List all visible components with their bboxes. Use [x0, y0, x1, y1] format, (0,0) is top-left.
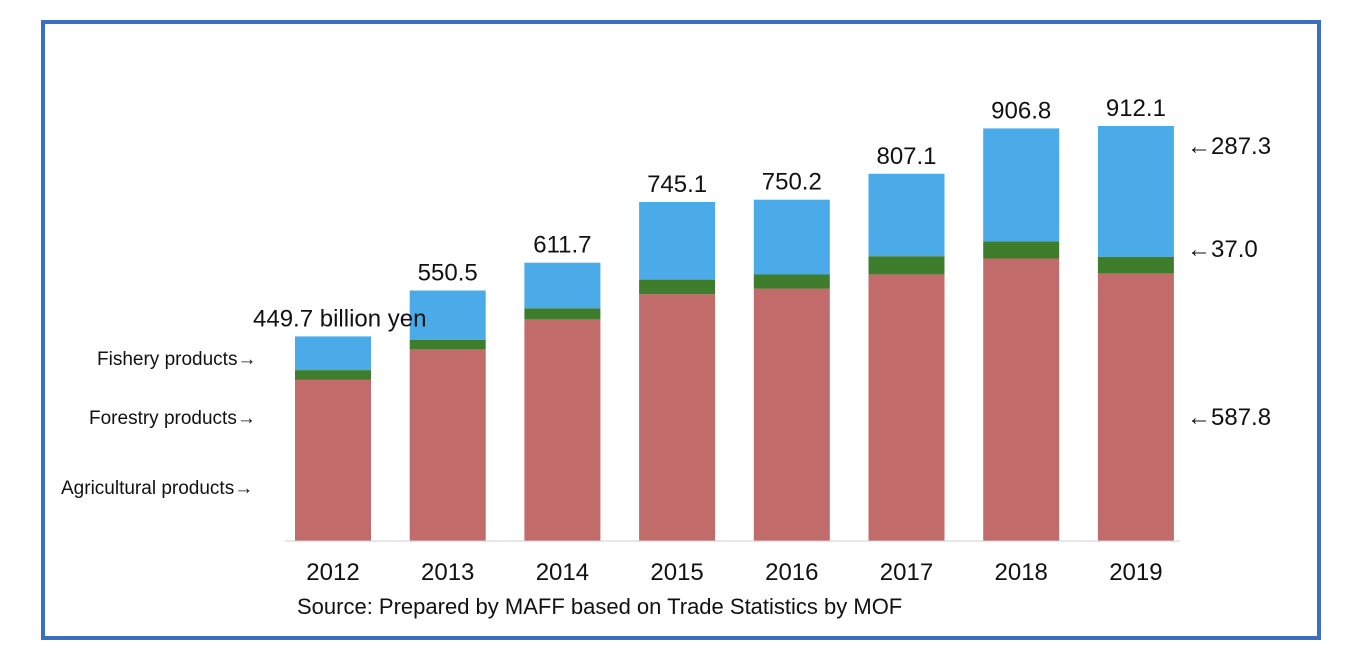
x-tick-label-2019: 2019: [1109, 559, 1162, 586]
bar-agricultural-products-2016: [753, 288, 830, 541]
annotation-forestry-2019: ←37.0: [1187, 236, 1258, 263]
bar-agricultural-products-2017: [868, 274, 945, 541]
bar-fishery-products-2016: [753, 199, 830, 275]
bar-agricultural-products-2019: [1097, 273, 1174, 541]
x-tick-label-2012: 2012: [306, 559, 359, 586]
bar-fishery-products-2019: [1097, 126, 1174, 257]
chart-frame: 449.7 billion yen 550.5 611.7 745.1 750.2 807…: [41, 20, 1321, 640]
bar-forestry-products-2015: [639, 279, 716, 295]
total-label-2012: 449.7 billion yen: [253, 305, 426, 332]
bar-fishery-products-2017: [868, 173, 945, 257]
total-labels: 449.7 billion yen 550.5 611.7 745.1 750.2 807…: [253, 95, 1166, 332]
x-tick-label-2014: 2014: [536, 559, 589, 586]
annotation-fishery-2019: ←287.3: [1187, 133, 1271, 160]
x-tick-label-2016: 2016: [765, 559, 818, 586]
x-tick-labels: 2012 2013 2014 2015 2016 2017 2018 2019: [306, 559, 1162, 586]
bar-fishery-products-2012: [295, 336, 371, 371]
stacked-bar-chart: 449.7 billion yen 550.5 611.7 745.1 750.2 807…: [61, 95, 1271, 619]
total-label-2013: 550.5: [418, 260, 478, 287]
total-label-2014: 611.7: [533, 232, 591, 259]
x-tick-label-2017: 2017: [880, 559, 933, 586]
total-label-2015: 745.1: [647, 171, 707, 198]
bars-group: [295, 126, 1174, 541]
total-label-2019: 912.1: [1106, 95, 1166, 122]
legend-label-agricultural: Agricultural products→: [61, 478, 253, 499]
bar-forestry-products-2014: [524, 308, 601, 320]
legend-label-fishery: Fishery products→: [97, 349, 256, 370]
total-label-2018: 906.8: [991, 97, 1051, 124]
bar-agricultural-products-2014: [524, 319, 601, 541]
bar-agricultural-products-2013: [409, 349, 486, 541]
bar-fishery-products-2018: [983, 128, 1060, 242]
x-tick-label-2013: 2013: [421, 559, 474, 586]
bar-agricultural-products-2015: [639, 294, 716, 541]
annotation-agricultural-2019: ←587.8: [1187, 404, 1271, 431]
bar-fishery-products-2013: [409, 290, 486, 340]
bar-agricultural-products-2012: [295, 379, 371, 541]
bar-forestry-products-2017: [868, 256, 945, 275]
bar-forestry-products-2013: [409, 339, 486, 350]
bar-forestry-products-2012: [295, 370, 371, 380]
legend-label-forestry: Forestry products→: [89, 408, 256, 429]
bar-agricultural-products-2018: [983, 258, 1060, 541]
bar-forestry-products-2016: [753, 274, 830, 289]
x-tick-label-2018: 2018: [995, 559, 1048, 586]
total-label-2016: 750.2: [762, 169, 822, 196]
bar-forestry-products-2019: [1097, 256, 1174, 274]
x-tick-label-2015: 2015: [650, 559, 703, 586]
source-note: Source: Prepared by MAFF based on Trade …: [297, 594, 902, 619]
bar-forestry-products-2018: [983, 241, 1060, 259]
bar-fishery-products-2015: [639, 202, 716, 280]
bar-fishery-products-2014: [524, 262, 601, 309]
total-label-2017: 807.1: [876, 143, 936, 170]
